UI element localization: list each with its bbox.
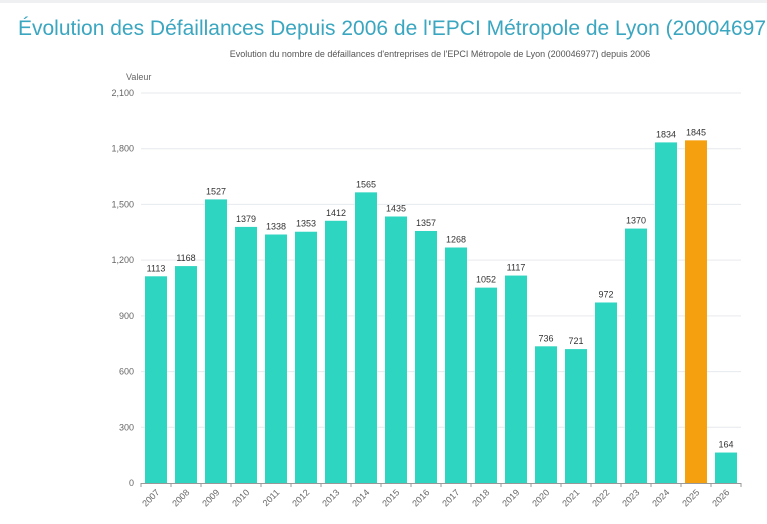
x-tick-label: 2026	[710, 487, 731, 508]
bar-2016	[415, 230, 437, 483]
data-label: 1370	[626, 216, 646, 226]
chart-title: Evolution du nombre de défaillances d'en…	[229, 49, 651, 59]
page-title: Évolution des Défaillances Depuis 2006 d…	[18, 17, 767, 40]
y-tick-label: 300	[119, 422, 134, 432]
x-tick-label: 2018	[470, 487, 491, 508]
x-tick-label: 2024	[650, 487, 671, 508]
data-label: 1338	[266, 222, 286, 232]
y-tick-label: 1,800	[111, 144, 134, 154]
bar-2008	[175, 266, 197, 483]
y-tick-label: 1,500	[111, 199, 134, 209]
y-tick-label: 1,200	[111, 255, 134, 265]
x-tick-label: 2008	[170, 487, 191, 508]
data-label: 1565	[356, 179, 376, 189]
data-label: 972	[598, 289, 613, 299]
bar-2024	[655, 142, 677, 483]
bar-2017	[445, 247, 467, 483]
data-label: 1412	[326, 208, 346, 218]
bar-2025	[685, 140, 707, 483]
x-tick-label: 2021	[560, 487, 581, 508]
y-tick-label: 900	[119, 311, 134, 321]
x-tick-label: 2009	[200, 487, 221, 508]
y-tick-label: 0	[129, 478, 134, 488]
data-label: 1357	[416, 218, 436, 228]
x-tick-label: 2016	[410, 487, 431, 508]
data-label: 1379	[236, 214, 256, 224]
bar-2012	[295, 231, 317, 483]
x-tick-label: 2011	[261, 487, 282, 508]
x-tick-label: 2010	[230, 487, 251, 508]
data-label: 1113	[147, 263, 166, 273]
x-tick-label: 2025	[680, 487, 701, 508]
bar-2019	[505, 275, 527, 483]
x-tick-label: 2012	[290, 487, 311, 508]
x-tick-label: 2007	[140, 487, 161, 508]
bar-2009	[205, 199, 227, 483]
data-label: 1052	[476, 275, 496, 285]
bar-2014	[355, 192, 377, 483]
x-tick-label: 2015	[380, 487, 401, 508]
data-label: 1168	[176, 253, 195, 263]
x-tick-label: 2020	[530, 487, 551, 508]
data-label: 1435	[386, 204, 406, 214]
x-tick-label: 2014	[350, 487, 371, 508]
data-label: 721	[568, 336, 583, 346]
y-axis-label: Valeur	[126, 72, 151, 82]
data-label: 1268	[446, 235, 466, 245]
top-border	[0, 0, 767, 3]
bar-2011	[265, 234, 287, 483]
data-label: 1527	[206, 186, 226, 196]
y-tick-label: 2,100	[111, 88, 134, 98]
x-tick-label: 2023	[620, 487, 641, 508]
bar-2022	[595, 302, 617, 483]
data-label: 1117	[507, 263, 526, 273]
data-label: 164	[718, 440, 733, 450]
data-label: 736	[538, 333, 553, 343]
bar-2010	[235, 226, 257, 483]
bar-2007	[145, 276, 167, 483]
x-tick-label: 2013	[320, 487, 341, 508]
bar-2026	[715, 452, 737, 483]
data-label: 1845	[686, 127, 706, 137]
bar-2015	[385, 216, 407, 483]
x-tick-label: 2019	[500, 487, 521, 508]
bar-2013	[325, 220, 347, 483]
x-tick-label: 2017	[440, 487, 461, 508]
bar-2023	[625, 228, 647, 483]
data-label: 1353	[296, 219, 316, 229]
bar-2020	[535, 346, 557, 483]
x-tick-label: 2022	[590, 487, 611, 508]
y-tick-label: 600	[119, 367, 134, 377]
data-label: 1834	[656, 129, 676, 139]
bar-2021	[565, 349, 587, 483]
bar-2018	[475, 287, 497, 483]
